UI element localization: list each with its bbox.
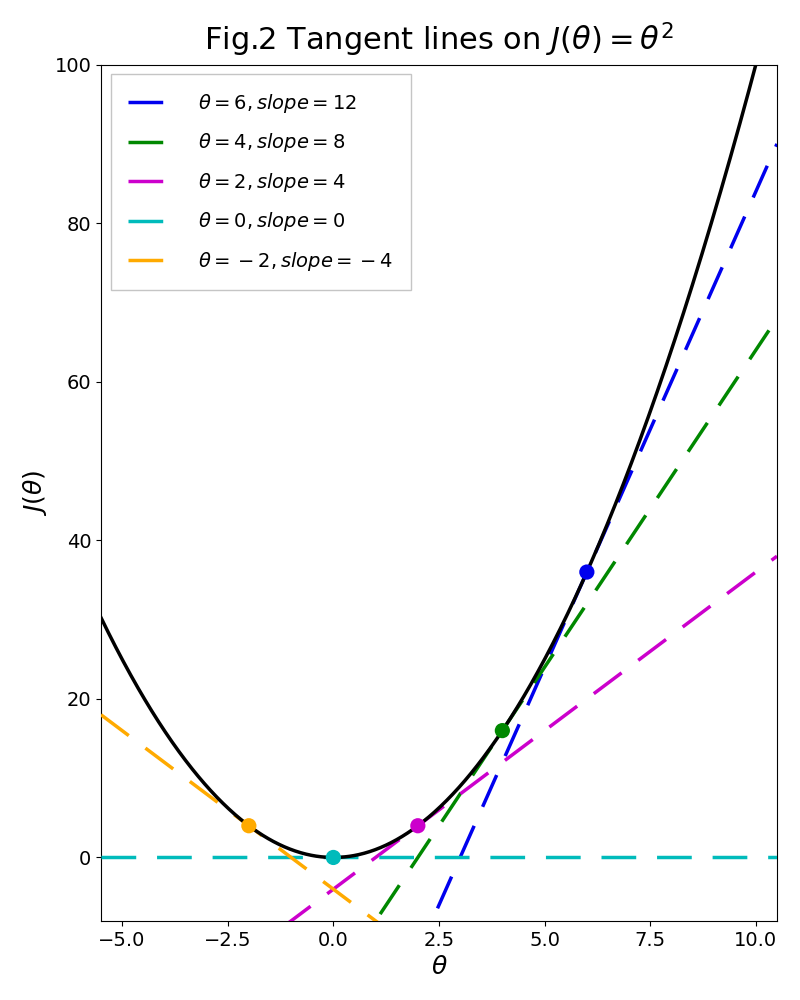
Point <box>327 849 340 865</box>
X-axis label: $\theta$: $\theta$ <box>430 955 447 979</box>
Title: Fig.2 Tangent lines on $J(\theta) = \theta^2$: Fig.2 Tangent lines on $J(\theta) = \the… <box>204 21 674 59</box>
Y-axis label: $J(\theta)$: $J(\theta)$ <box>21 470 49 516</box>
Legend: $\theta = 6, slope = 12$, $\theta = 4, slope = 8$, $\theta = 2, slope = 4$, $\th: $\theta = 6, slope = 12$, $\theta = 4, s… <box>110 74 411 290</box>
Point <box>411 818 424 834</box>
Point <box>242 818 255 834</box>
Point <box>581 564 594 580</box>
Point <box>496 723 509 739</box>
